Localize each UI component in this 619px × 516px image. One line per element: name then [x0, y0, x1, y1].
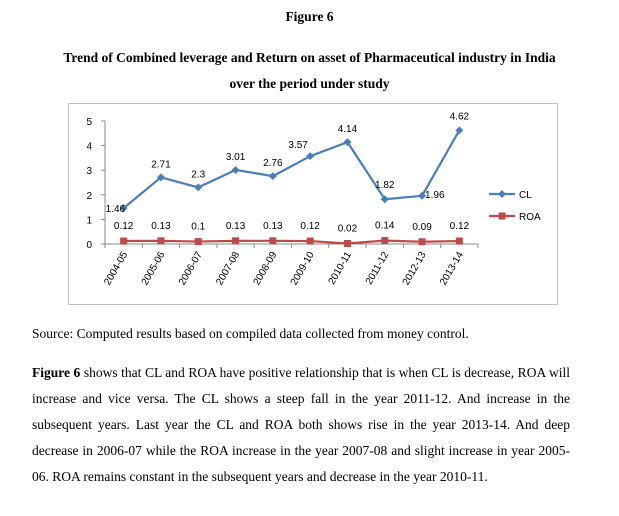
roa-data-label: 0.13: [226, 221, 246, 232]
cl-point: [194, 183, 203, 192]
x-tick-label: 2005-06: [140, 250, 168, 288]
legend-cl-marker: [498, 190, 506, 198]
y-tick-label: 3: [86, 166, 92, 177]
cl-point: [156, 173, 165, 182]
roa-series-line: [123, 239, 460, 245]
cl-data-label: 2.71: [151, 159, 171, 170]
paragraph-lead: Figure 6: [32, 365, 81, 380]
y-tick-label: 0: [86, 240, 92, 251]
roa-data-label: 0.13: [263, 221, 283, 232]
roa-point: [120, 237, 128, 245]
line-chart: 0 1 2 3 4 5 2004-05 2005-06 2006-07 2007-08 2008-0…: [86, 111, 541, 288]
source-note: Source: Computed results based on compil…: [32, 326, 469, 341]
cl-data-label: 1.46: [106, 204, 126, 215]
x-tick-label: 2008-09: [252, 250, 280, 288]
cl-point: [268, 172, 277, 181]
cl-data-label: 2.76: [263, 158, 283, 169]
roa-data-label: 0.02: [338, 224, 358, 235]
cl-data-label: 1.82: [375, 180, 395, 191]
cl-data-label: 2.3: [191, 169, 205, 180]
cl-series-line: [122, 129, 461, 209]
roa-point: [381, 237, 389, 245]
legend-roa-label: ROA: [519, 212, 541, 223]
y-tick-label: 2: [86, 191, 92, 202]
legend-cl-label: CL: [519, 190, 532, 201]
x-tick-label: 2010-11: [327, 250, 355, 287]
cl-point: [343, 138, 352, 147]
caption-line-2: over the period under study: [229, 76, 390, 91]
cl-point: [380, 195, 389, 204]
x-tick-label: 2012-13: [401, 250, 429, 288]
chart-frame: [68, 103, 558, 305]
x-tick-label: 2013-14: [438, 250, 466, 288]
roa-data-label: 0.14: [375, 221, 395, 232]
x-tick-label: 2007-08: [214, 250, 242, 288]
cl-point: [306, 152, 315, 161]
caption-line-1: Trend of Combined leverage and Return on…: [63, 50, 556, 65]
x-tick-label: 2006-07: [177, 250, 205, 288]
cl-data-label: 4.14: [338, 124, 358, 135]
roa-point: [343, 240, 351, 248]
roa-point: [455, 237, 463, 245]
roa-data-label: 0.12: [300, 221, 320, 232]
cl-data-label: 4.62: [450, 111, 470, 122]
roa-point: [306, 237, 314, 245]
x-tick-label: 2011-12: [364, 250, 392, 287]
cl-point: [418, 191, 427, 200]
cl-data-label: 3.01: [226, 152, 246, 163]
y-tick-label: 4: [86, 142, 92, 153]
cl-point: [455, 126, 464, 135]
cl-point: [119, 204, 128, 213]
roa-point: [269, 237, 277, 245]
cl-data-label: 1.96: [425, 190, 445, 201]
roa-point: [157, 237, 165, 245]
cl-data-label: 3.57: [288, 140, 308, 151]
legend-roa-marker: [498, 212, 506, 220]
x-tick-label: 2004-05: [102, 250, 130, 288]
roa-data-label: 0.09: [412, 222, 432, 233]
roa-point: [232, 237, 240, 245]
cl-point: [231, 165, 240, 174]
y-tick-label: 1: [86, 215, 92, 226]
roa-data-label: 0.12: [114, 221, 134, 232]
paragraph-body: shows that CL and ROA have positive rela…: [32, 365, 570, 484]
roa-data-label: 0.12: [450, 221, 470, 232]
roa-point: [194, 238, 202, 246]
figure-label: Figure 6: [285, 9, 334, 24]
roa-point: [418, 238, 426, 246]
x-tick-label: 2009-10: [289, 250, 317, 288]
y-tick-label: 5: [86, 117, 92, 128]
body-paragraph: Figure 6 shows that CL and ROA have posi…: [32, 360, 570, 490]
roa-data-label: 0.1: [191, 222, 205, 233]
figure-caption: Trend of Combined leverage and Return on…: [0, 45, 619, 97]
roa-data-label: 0.13: [151, 221, 171, 232]
